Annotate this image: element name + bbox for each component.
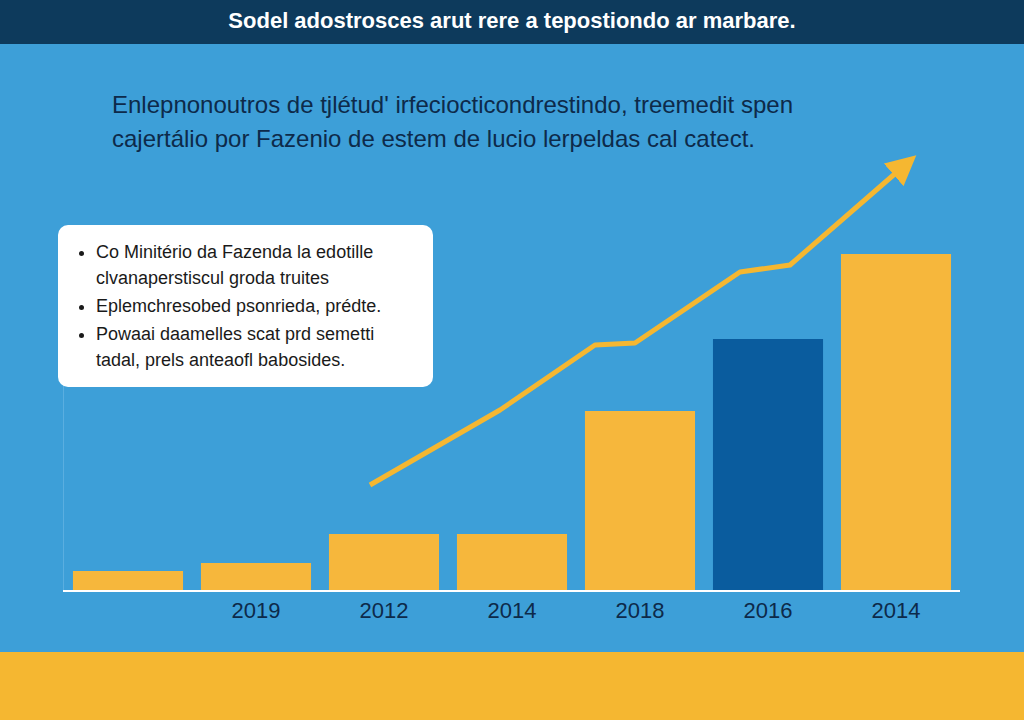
svg-text:2014: 2014 bbox=[872, 598, 921, 623]
svg-text:2014: 2014 bbox=[488, 598, 537, 623]
html-text:Powaai daamelles scat prd seme: Powaai daamelles scat prd semetti tadal,… bbox=[96, 324, 375, 370]
svg-text:2019: 2019 bbox=[232, 598, 281, 623]
html-text:Eplemchresobed psonrieda, préd: Eplemchresobed psonrieda, prédte. bbox=[96, 296, 382, 316]
html-text:Co Minitério da Fazenda la edo: Co Minitério da Fazenda la edotille clva… bbox=[96, 242, 374, 288]
html-text:Enlepnonoutros de tjlétud' irf: Enlepnonoutros de tjlétud' irfeciocticon… bbox=[112, 91, 793, 152]
svg-text:2012: 2012 bbox=[360, 598, 409, 623]
html-text:Sodel adostrosces arut rere a: Sodel adostrosces arut rere a tepostiond… bbox=[228, 8, 796, 33]
svg-text:2018: 2018 bbox=[616, 598, 665, 623]
svg-text:2016: 2016 bbox=[744, 598, 793, 623]
